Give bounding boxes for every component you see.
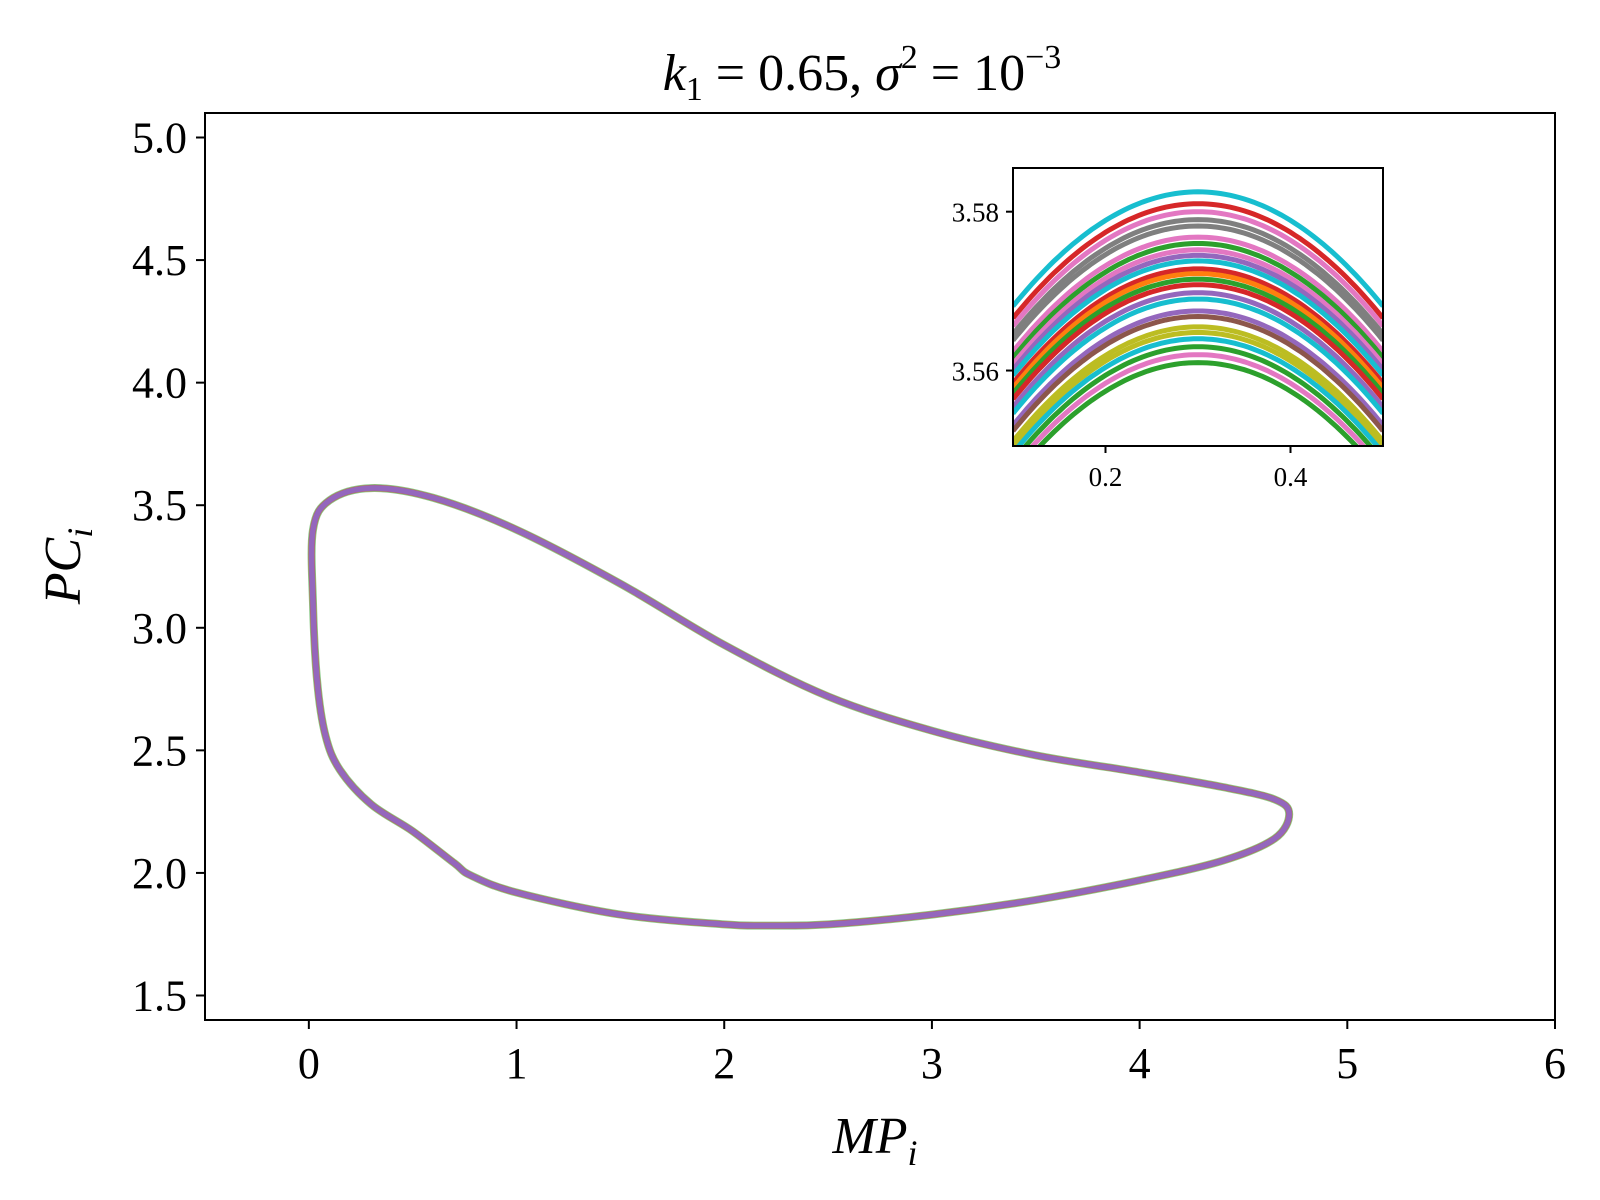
chart-title: k1 = 0.65, σ2 = 10−3 <box>663 39 1062 108</box>
x-tick-label: 2 <box>713 1039 735 1088</box>
title-exponent: −3 <box>1025 39 1061 76</box>
y-tick-label: 2.5 <box>132 726 187 775</box>
main-y-ticks: 1.5 2.0 2.5 3.0 3.5 4.0 4.5 5.0 <box>132 114 205 1020</box>
y-tick-label: 4.5 <box>132 236 187 285</box>
title-sigma-symbol: σ <box>875 45 903 102</box>
inset-curve-20 <box>1013 324 1383 443</box>
limit-cycle-curve <box>308 485 1292 929</box>
title-k-subscript: 1 <box>686 71 703 108</box>
x-axis-label: MPi <box>831 1108 917 1173</box>
inset-x-tick-label: 0.4 <box>1274 462 1308 492</box>
inset-curve-3 <box>1013 201 1383 320</box>
x-tick-label: 1 <box>506 1039 528 1088</box>
inset-x-tick-label: 0.2 <box>1089 462 1123 492</box>
x-axis-label-main: MP <box>831 1108 907 1165</box>
inset-curve-6 <box>1013 223 1383 342</box>
title-sigma-sup: 2 <box>901 39 918 76</box>
title-k-symbol: k <box>663 45 687 102</box>
inset-curve-24 <box>1029 352 1367 446</box>
x-tick-label: 4 <box>1129 1039 1151 1088</box>
inset-y-tick-label: 3.56 <box>952 357 999 387</box>
x-axis-label-sub: i <box>908 1133 918 1173</box>
y-tick-label: 3.5 <box>132 481 187 530</box>
inset-curve-23 <box>1022 344 1374 446</box>
title-eq1: = 0.65, <box>703 45 875 102</box>
x-tick-label: 0 <box>298 1039 320 1088</box>
y-tick-label: 1.5 <box>132 971 187 1020</box>
x-tick-label: 5 <box>1336 1039 1358 1088</box>
inset-curve-4 <box>1013 209 1383 328</box>
inset-curve-17 <box>1013 296 1383 415</box>
main-axes-frame <box>204 112 1556 1021</box>
x-tick-label: 6 <box>1544 1039 1566 1088</box>
inset-axes-frame <box>1012 167 1384 447</box>
inset-curve-11 <box>1013 258 1383 377</box>
inset-x-ticks: 0.2 0.4 <box>1089 446 1308 492</box>
y-tick-label: 2.0 <box>132 849 187 898</box>
inset-y-ticks: 3.56 3.58 <box>952 198 1013 387</box>
y-axis-label: PCi <box>35 528 100 605</box>
inset-curve-1 <box>1013 189 1383 308</box>
main-curves <box>307 484 1294 930</box>
inset-curve-5 <box>1013 217 1383 336</box>
inset-curve-19 <box>1013 313 1383 433</box>
y-tick-label: 4.0 <box>132 359 187 408</box>
inset-curve-9 <box>1013 247 1383 366</box>
inset-curve-8 <box>1013 241 1383 360</box>
inset-curve-14 <box>1013 276 1383 396</box>
y-axis-label-main: PC <box>35 536 92 605</box>
inset-curve-2 <box>1013 197 1383 316</box>
y-tick-label: 5.0 <box>132 114 187 163</box>
inset-curve-22 <box>1015 336 1381 446</box>
inset-curve-25 <box>1036 360 1360 446</box>
limit-cycle-mid <box>308 484 1293 929</box>
inset-y-tick-label: 3.58 <box>952 198 999 228</box>
inset-curve-15 <box>1013 282 1383 401</box>
inset-curve-12 <box>1013 266 1383 385</box>
y-axis-label-sub: i <box>60 528 100 538</box>
inset-curve-7 <box>1013 234 1383 354</box>
inset-curve-21 <box>1013 329 1383 446</box>
main-x-ticks: 0 1 2 3 4 5 6 <box>298 1020 1566 1088</box>
title-eq2: = 10 <box>918 45 1025 102</box>
inset-curve-16 <box>1013 290 1383 409</box>
x-tick-label: 3 <box>921 1039 943 1088</box>
inset-curve-10 <box>1013 252 1383 372</box>
limit-cycle-underlay <box>307 484 1294 930</box>
main-plot: 0 1 2 3 4 5 6 1.5 2.0 2.5 3.0 3.5 4.0 4.5 5.0 <box>132 112 1566 1088</box>
inset-plot: 0.2 0.4 3.56 3.58 <box>952 167 1384 492</box>
inset-curves <box>1013 189 1383 446</box>
inset-curve-18 <box>1013 308 1383 427</box>
y-tick-label: 3.0 <box>132 604 187 653</box>
inset-curve-13 <box>1013 271 1383 390</box>
